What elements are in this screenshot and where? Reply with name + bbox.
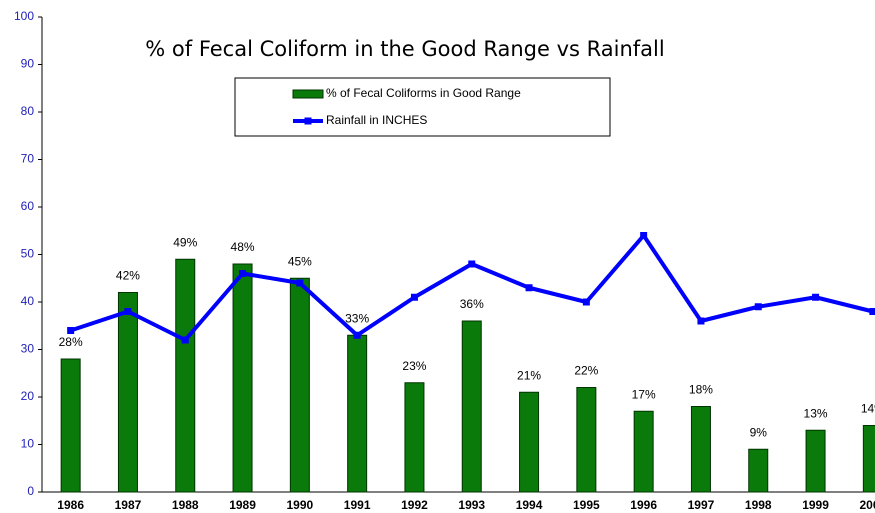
line-marker	[468, 260, 476, 268]
value-label: 45%	[288, 254, 312, 268]
bar	[862, 425, 875, 493]
value-label: 23%	[402, 359, 426, 373]
x-tick-label: 1991	[344, 498, 371, 512]
value-label: 18%	[689, 383, 713, 397]
y-tick-label: 80	[21, 104, 35, 118]
bar	[805, 429, 826, 493]
line-marker	[353, 331, 361, 339]
value-label: 42%	[116, 269, 140, 283]
bar	[690, 406, 711, 493]
bar	[232, 263, 253, 493]
x-tick-label: 1988	[172, 498, 199, 512]
bar	[289, 277, 310, 493]
bar	[404, 382, 425, 493]
line-marker	[812, 293, 820, 301]
y-tick-label: 50	[21, 247, 35, 261]
x-tick-label: 1993	[458, 498, 485, 512]
line-marker	[754, 303, 762, 311]
x-tick-label: 1997	[688, 498, 715, 512]
value-label: 14%	[861, 402, 875, 416]
line-marker	[582, 298, 590, 306]
legend-box	[234, 77, 611, 137]
bar	[748, 448, 769, 493]
line-marker	[525, 284, 533, 292]
line-marker	[697, 317, 705, 325]
legend-label: Rainfall in INCHES	[326, 113, 427, 127]
value-label: 17%	[632, 387, 656, 401]
x-tick-label: 1990	[286, 498, 313, 512]
value-label: 28%	[59, 335, 83, 349]
value-label: 13%	[804, 406, 828, 420]
bar	[60, 358, 81, 493]
line-marker	[296, 279, 304, 287]
y-tick-label: 20	[21, 389, 35, 403]
legend-marker	[304, 117, 312, 125]
bar	[175, 258, 196, 493]
line-marker	[67, 327, 75, 334]
line-marker	[869, 308, 875, 315]
bar	[347, 334, 368, 493]
y-tick-label: 100	[14, 9, 34, 23]
value-label: 33%	[345, 311, 369, 325]
y-tick-label: 10	[21, 437, 35, 451]
value-label: 21%	[517, 368, 541, 382]
x-tick-label: 2000	[859, 498, 875, 512]
line-marker	[124, 308, 132, 315]
y-tick-label: 60	[21, 199, 35, 213]
y-tick-label: 0	[27, 484, 34, 498]
x-tick-label: 1992	[401, 498, 428, 512]
x-tick-label: 1998	[745, 498, 772, 512]
x-tick-label: 1994	[516, 498, 543, 512]
line-marker	[410, 293, 418, 301]
legend-label: % of Fecal Coliforms in Good Range	[326, 86, 521, 100]
x-tick-label: 1987	[115, 498, 142, 512]
bar	[519, 391, 540, 493]
line-marker	[239, 270, 247, 277]
y-tick-label: 90	[21, 57, 35, 71]
x-tick-label: 1999	[802, 498, 829, 512]
bar	[633, 410, 654, 493]
x-tick-label: 1989	[229, 498, 256, 512]
x-tick-label: 1995	[573, 498, 600, 512]
x-tick-label: 1986	[57, 498, 84, 512]
value-label: 49%	[173, 235, 197, 249]
line-marker	[181, 336, 189, 344]
bar	[461, 320, 482, 493]
bar	[576, 387, 597, 493]
y-tick-label: 30	[21, 342, 35, 356]
value-label: 9%	[750, 425, 768, 439]
y-tick-label: 70	[21, 152, 35, 166]
legend-swatch	[292, 89, 324, 99]
value-label: 36%	[460, 297, 484, 311]
bar	[117, 292, 138, 493]
y-tick-label: 40	[21, 294, 35, 308]
x-tick-label: 1996	[630, 498, 657, 512]
chart-title: % of Fecal Coliform in the Good Range vs…	[145, 37, 664, 61]
value-label: 48%	[231, 240, 255, 254]
value-label: 22%	[574, 364, 598, 378]
line-marker	[640, 232, 648, 239]
